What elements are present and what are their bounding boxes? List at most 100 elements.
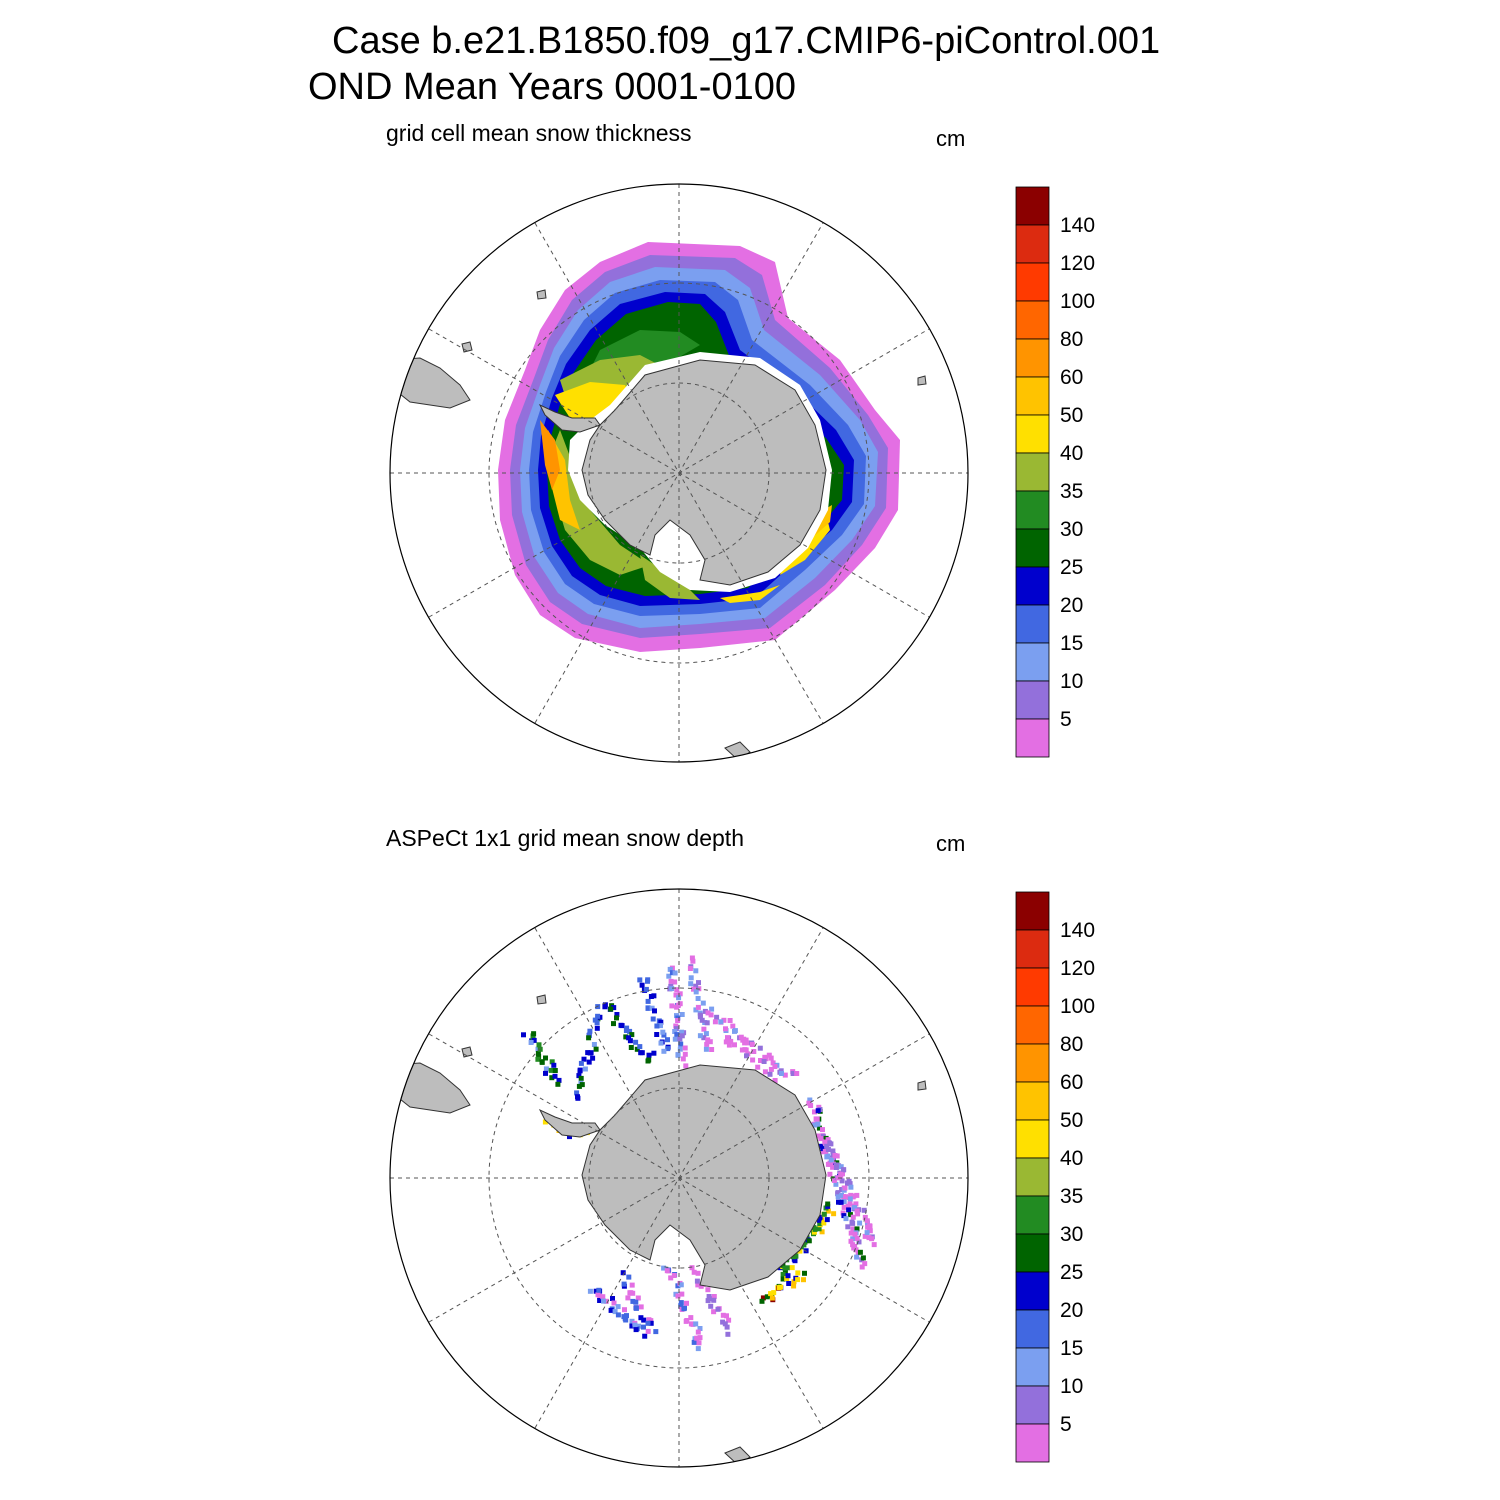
observation-cell — [860, 1255, 866, 1261]
observation-cell — [784, 1276, 790, 1281]
observation-cell — [835, 1194, 841, 1200]
observation-cell — [601, 1298, 606, 1304]
observation-cell — [696, 980, 701, 986]
observation-cell — [681, 1306, 687, 1312]
observation-cell — [825, 1208, 831, 1214]
observation-cell — [632, 1322, 638, 1328]
colorbar-tick-label: 60 — [1060, 366, 1083, 389]
observation-cell — [867, 1223, 873, 1229]
observation-cell — [820, 1127, 825, 1133]
observation-cell — [642, 1333, 648, 1339]
observation-cell — [871, 1242, 877, 1248]
observation-cell — [854, 1235, 860, 1241]
observation-cell — [556, 1077, 562, 1083]
colorbar-swatch — [1015, 300, 1050, 340]
observation-cell — [688, 1315, 694, 1321]
observation-cell — [700, 1000, 706, 1006]
panel-1-colorbar: 140 120 100 80 60 50 40 35 30 25 20 15 10 5 — [1015, 186, 1095, 758]
observation-cell — [854, 1192, 860, 1198]
observation-cell — [821, 1211, 827, 1217]
observation-cell — [678, 1282, 684, 1288]
observation-cell — [704, 1020, 710, 1026]
observation-cell — [652, 1008, 657, 1014]
panel-2-title: ASPeCt 1x1 grid mean snow depth — [386, 825, 744, 851]
colorbar-tick-label: 10 — [1060, 1375, 1083, 1398]
colorbar-swatch — [1015, 1043, 1050, 1083]
observation-cell — [864, 1230, 870, 1236]
observation-cell — [818, 1136, 824, 1142]
observation-cell — [793, 1253, 799, 1259]
observation-cell — [633, 1305, 639, 1311]
observation-cell — [627, 1028, 633, 1034]
observation-cell — [668, 978, 674, 984]
colorbar-tick-label: 35 — [1060, 480, 1083, 503]
observation-cell — [745, 1040, 751, 1046]
observation-cell — [638, 1304, 644, 1310]
observation-cell — [718, 1019, 724, 1025]
snow-band-80 — [540, 420, 560, 490]
observation-cell — [672, 970, 678, 976]
observation-cell — [786, 1281, 792, 1286]
colorbar-tick-label: 80 — [1060, 328, 1083, 351]
observation-cell — [672, 979, 678, 985]
observation-cell — [673, 1023, 679, 1029]
observation-cell — [593, 1288, 599, 1294]
observation-cell — [816, 1125, 822, 1131]
observation-cell — [624, 1313, 629, 1319]
observation-cell — [757, 1045, 763, 1051]
colorbar-swatch — [1015, 186, 1050, 226]
observation-cell — [537, 1046, 543, 1052]
observation-cell — [688, 981, 694, 987]
observation-cell — [847, 1196, 853, 1202]
observation-cell — [671, 1273, 677, 1278]
observation-cell — [795, 1270, 801, 1276]
observation-cell — [726, 1042, 732, 1048]
observation-cell — [678, 1303, 684, 1309]
observation-cell — [768, 1066, 774, 1072]
observation-cell — [594, 1025, 600, 1031]
observation-cell — [862, 1233, 868, 1239]
colorbar-tick-label: 60 — [1060, 1071, 1083, 1094]
observation-cell — [592, 1017, 598, 1023]
observation-cell — [695, 996, 701, 1001]
observation-cell — [612, 1309, 618, 1315]
observation-cell — [623, 1028, 629, 1033]
colorbar-swatch — [1015, 1157, 1050, 1197]
observation-cell — [688, 975, 694, 981]
colorbar-swatch — [1015, 929, 1050, 969]
observation-cell — [702, 1008, 708, 1014]
observation-cell — [854, 1254, 860, 1260]
observation-cell — [637, 1044, 643, 1050]
observation-cell — [645, 998, 651, 1004]
observation-cell — [854, 1226, 860, 1232]
observation-cell — [675, 1293, 681, 1299]
observation-cell — [651, 1050, 657, 1056]
island-3 — [917, 1080, 927, 1091]
observation-cell — [679, 1033, 685, 1039]
observation-cell — [862, 1214, 868, 1220]
observation-cell — [528, 1040, 534, 1045]
observation-cell — [639, 982, 645, 988]
observation-cell — [695, 1329, 701, 1335]
observation-cell — [615, 1312, 621, 1318]
observation-cell — [828, 1141, 834, 1147]
observation-cell — [595, 1013, 601, 1019]
observation-cell — [815, 1121, 821, 1127]
observation-cell — [664, 1268, 670, 1274]
observation-cell — [742, 1040, 748, 1046]
observation-cell — [643, 986, 649, 992]
observation-cell — [847, 1201, 853, 1207]
figure-title-period: OND Mean Years 0001-0100 — [308, 66, 796, 108]
observation-cell — [739, 1047, 745, 1053]
observation-cell — [790, 1071, 796, 1076]
observation-cell — [730, 1023, 736, 1029]
observation-cell — [856, 1239, 862, 1245]
observation-cell — [821, 1220, 827, 1226]
observation-cell — [610, 1296, 615, 1301]
colorbar-swatch — [1015, 376, 1050, 416]
observation-cell — [521, 1032, 526, 1038]
observation-cell — [711, 1297, 717, 1303]
colorbar-swatch — [1015, 891, 1050, 931]
observation-cell — [703, 1031, 709, 1037]
observation-cell — [552, 1073, 558, 1079]
